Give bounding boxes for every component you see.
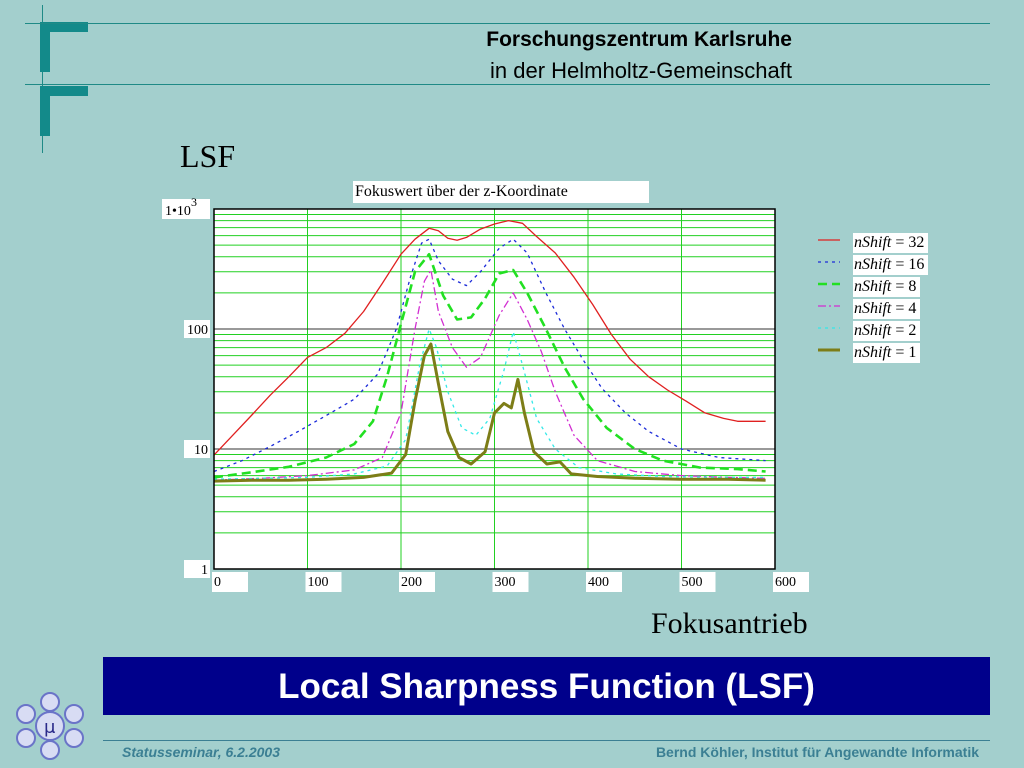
legend-entry-2: nShift = 8 xyxy=(853,277,921,297)
y-tick-box xyxy=(184,440,210,458)
svg-text:μ: μ xyxy=(44,717,56,738)
legend-entry-3: nShift = 4 xyxy=(853,299,921,319)
org-subtitle: in der Helmholtz-Gemeinschaft xyxy=(489,58,792,83)
series-line-5 xyxy=(213,342,766,483)
x-tick-label: 100 xyxy=(308,575,329,590)
legend-value: = 1 xyxy=(891,344,917,361)
y-tick-label: 10 xyxy=(194,443,208,458)
x-tick-box xyxy=(492,572,529,592)
logo-mark-top-horizontal xyxy=(40,22,88,32)
legend-entry-0: nShift = 32 xyxy=(853,233,929,253)
x-tick-label: 300 xyxy=(495,575,516,590)
x-tick-box xyxy=(305,572,342,592)
slide-title-banner: Local Sharpness Function (LSF) xyxy=(103,657,990,715)
legend-var: nShift xyxy=(854,256,892,273)
series-line-4 xyxy=(213,328,766,480)
header-rule-bottom xyxy=(25,84,990,85)
legend-value: = 32 xyxy=(891,234,925,251)
legend-var: nShift xyxy=(854,234,892,251)
y-tick-box xyxy=(184,560,210,578)
y-tick-label: 100 xyxy=(187,323,208,338)
x-tick-box xyxy=(679,572,716,592)
footer-date: Statusseminar, 6.2.2003 xyxy=(122,744,280,760)
x-tick-box xyxy=(773,572,809,592)
chart-title: Fokuswert über der z-Koordinate xyxy=(353,181,649,203)
series-line-3 xyxy=(213,269,766,481)
y-tick-box xyxy=(162,199,210,219)
plot-frame xyxy=(213,208,776,570)
x-tick-label: 400 xyxy=(588,575,609,590)
legend-var: nShift xyxy=(854,278,892,295)
legend-entry-1: nShift = 16 xyxy=(853,255,929,275)
legend-entry-4: nShift = 2 xyxy=(853,321,921,341)
y-tick-box xyxy=(184,320,210,338)
logo-mark-bottom-vertical xyxy=(40,86,50,136)
legend-value: = 8 xyxy=(891,278,917,295)
legend-var: nShift xyxy=(854,300,892,317)
institute-emblem-icon: μ xyxy=(16,692,84,760)
x-tick-box xyxy=(399,572,435,592)
header-vertical-rule xyxy=(42,5,43,153)
series-line-1 xyxy=(213,238,766,473)
legend-var: nShift xyxy=(854,344,892,361)
legend-value: = 2 xyxy=(891,322,917,339)
series-line-2 xyxy=(213,252,766,479)
series-line-0 xyxy=(213,219,766,456)
org-name: Forschungszentrum Karlsruhe xyxy=(486,28,792,51)
legend-value: = 16 xyxy=(891,256,925,273)
legend-entry-5: nShift = 1 xyxy=(853,343,921,363)
footer-author: Bernd Köhler, Institut für Angewandte In… xyxy=(655,744,979,760)
x-tick-box xyxy=(586,572,622,592)
y-tick-label: 1•10 xyxy=(165,204,191,219)
y-tick-label: 1 xyxy=(201,563,208,578)
y-axis-title: LSF xyxy=(180,138,236,174)
footer-rule xyxy=(103,740,990,741)
x-tick-label: 0 xyxy=(214,575,221,590)
x-tick-box xyxy=(212,572,248,592)
y-tick-exponent: 3 xyxy=(191,195,197,209)
x-tick-label: 200 xyxy=(401,575,422,590)
logo-mark-top-vertical xyxy=(40,22,50,72)
legend-value: = 4 xyxy=(891,300,917,317)
header-rule-top xyxy=(25,23,990,24)
x-tick-label: 600 xyxy=(775,575,796,590)
x-axis-title: Fokusantrieb xyxy=(651,607,808,640)
logo-mark-bottom-horizontal xyxy=(40,86,88,96)
legend-var: nShift xyxy=(854,322,892,339)
x-tick-label: 500 xyxy=(682,575,703,590)
